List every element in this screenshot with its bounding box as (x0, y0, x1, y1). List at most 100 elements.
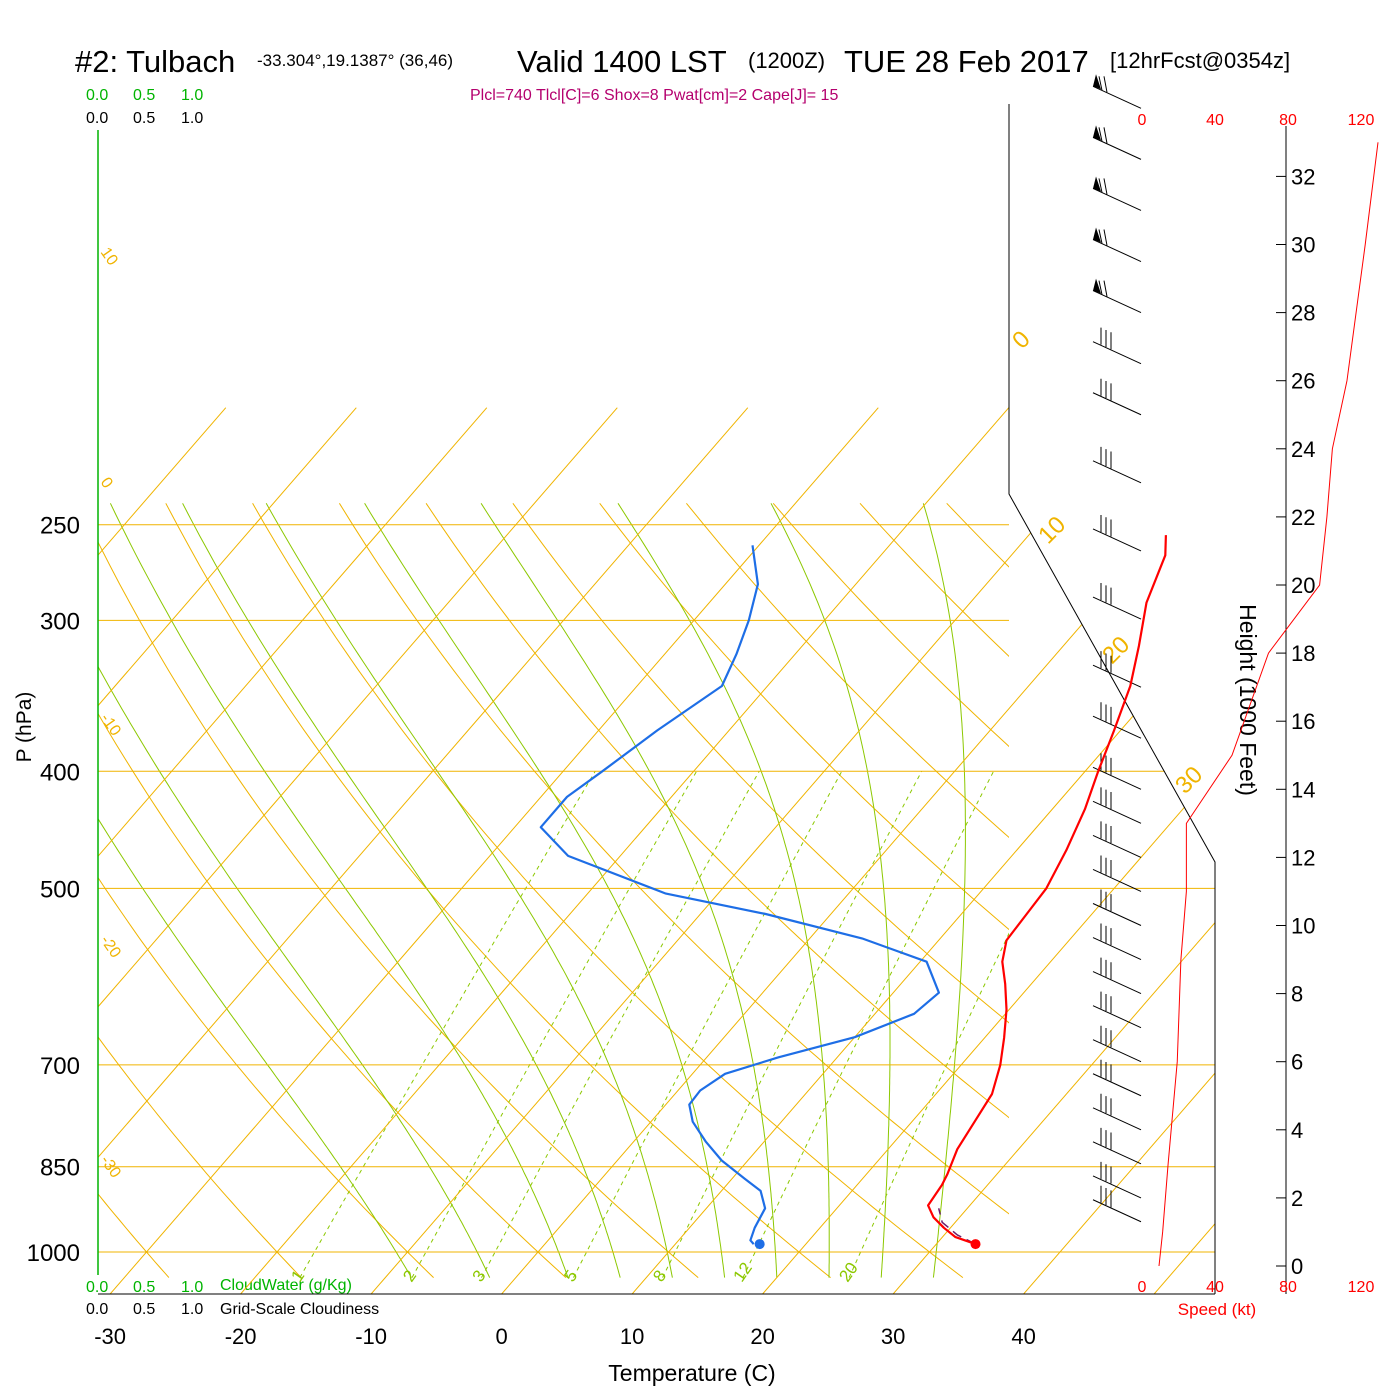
moist-adiabat-line (364, 503, 726, 1278)
height-tick-label: 8 (1291, 982, 1303, 1007)
mixing-ratio-line (411, 771, 698, 1278)
wind-speed-tick-label: 0 (1138, 1279, 1147, 1296)
cloud-scale-top: 0.0 0.5 1.0 0.0 0.5 1.0 (86, 87, 203, 127)
moist-adiabats (98, 503, 966, 1278)
isotherm-line (1146, 407, 1215, 1294)
cloud-scale-bottom-green-0: 0.0 (86, 1279, 108, 1296)
isotherm-label: 10 (97, 245, 121, 269)
isotherm-line (624, 407, 1215, 1294)
dry-adiabat-line (946, 502, 1009, 568)
wind-barb-feather (1098, 178, 1103, 193)
wind-speed-tick-label: 120 (1348, 1279, 1375, 1296)
height-tick-label: 32 (1291, 164, 1315, 189)
dry-adiabat-line (512, 503, 1009, 1024)
station-coords: -33.304°,19.1387° (36,46) (257, 51, 453, 70)
wind-barb-feather (1103, 127, 1108, 144)
wind-barb-staff (1092, 766, 1142, 790)
dry-adiabat-line (98, 876, 434, 1278)
wind-barb-staff (1092, 1141, 1142, 1165)
temperature-tick-label: -20 (225, 1324, 257, 1349)
temperature-tick-label: 10 (620, 1324, 644, 1349)
height-tick-label: 4 (1291, 1118, 1303, 1143)
dry-adiabat-line (1034, 503, 1400, 1277)
forecast-info: [12hrFcst@0354z] (1110, 48, 1290, 73)
dry-adiabat-line (98, 1036, 302, 1278)
dry-adiabat-line (0, 503, 37, 1277)
temperature-profile (926, 535, 1167, 1246)
wind-barb-pennant (1093, 227, 1101, 243)
pressure-tick-label: 1000 (27, 1240, 80, 1267)
moist-adiabat-line (98, 665, 491, 1278)
mixing-ratio-line (299, 771, 596, 1278)
wind-speed-line (1158, 142, 1379, 1267)
dry-adiabat-line (425, 503, 1009, 1119)
temperature-tick-label: 30 (881, 1324, 905, 1349)
dry-adiabat-line (98, 1193, 170, 1278)
height-tick-label: 18 (1291, 641, 1315, 666)
dry-adiabats (0, 502, 1400, 1278)
isobars (98, 524, 1215, 1253)
dewpoint-line (539, 545, 941, 1245)
cloud-scale-top-green-1: 0.5 (133, 87, 155, 104)
temperature-tick-label: 0 (495, 1324, 507, 1349)
moist-adiabat-line (770, 503, 891, 1278)
cloud-scale-bottom-black-1: 0.5 (133, 1301, 155, 1318)
wind-barb-staff (1092, 290, 1142, 314)
mixing-ratio-line (481, 771, 760, 1278)
pressure-tick-label: 250 (40, 513, 80, 540)
isotherm-line (98, 407, 488, 1294)
station-title: #2: Tulbach (75, 44, 235, 79)
dry-adiabat-line (599, 502, 1009, 931)
dewpoint-profile (539, 545, 941, 1245)
isotherm-label: -30 (97, 1153, 124, 1182)
cloud-scale-bottom: 0.0 0.5 1.0 CloudWater (g/Kg) 0.0 0.5 1.… (86, 1277, 379, 1318)
isotherm-line (102, 407, 879, 1294)
cloud-scale-bottom-black-2: 1.0 (181, 1301, 203, 1318)
wind-barb-feather (1103, 229, 1108, 246)
wind-barb-staff (1092, 1039, 1142, 1063)
mixing-ratio-line (662, 771, 923, 1278)
temperature-line (926, 535, 1167, 1246)
wind-barb-feather (1098, 229, 1103, 244)
wind-barb-feather (1098, 127, 1103, 142)
dry-adiabat-line (686, 502, 1009, 839)
wind-speed-tick-label: 80 (1279, 1279, 1297, 1296)
isotherm-line (98, 407, 618, 1294)
wind-barb-feather (1103, 178, 1108, 195)
dry-adiabat-line (165, 503, 831, 1278)
cloud-scale-top-black-1: 0.5 (133, 110, 155, 127)
height-axis-title: Height (1000 Feet) (1235, 604, 1261, 796)
wind-barb-staff (1092, 1005, 1142, 1029)
wind-barb-pennant (1093, 74, 1101, 90)
wind-barb-staff (1092, 868, 1142, 892)
wind-barb-staff (1092, 971, 1142, 995)
temperature-tick-label: -30 (94, 1324, 126, 1349)
wind-barb-pennant (1093, 176, 1101, 192)
wind-barb-feather (1098, 76, 1103, 91)
pressure-tick-label: 400 (40, 759, 80, 786)
dry-adiabat-line (338, 503, 1009, 1215)
cloudiness-label: Grid-Scale Cloudiness (220, 1301, 379, 1318)
wind-barb-staff (1092, 715, 1142, 739)
valid-time: Valid 1400 LST (517, 44, 727, 79)
wind-barb-staff (1092, 800, 1142, 824)
dry-adiabat-line (98, 712, 567, 1278)
height-tick-label: 6 (1291, 1050, 1303, 1075)
moist-adiabat-line (922, 503, 966, 1278)
wind-barb-feather (1103, 76, 1108, 93)
dry-adiabat-line (1294, 503, 1400, 1277)
wind-barb-staff (1092, 1073, 1142, 1097)
wind-barb-staff (1092, 664, 1142, 688)
wind-speed-title: Speed (kt) (1178, 1300, 1256, 1319)
wind-speed-tick-label: 80 (1279, 112, 1297, 129)
temperature-tick-label: 20 (750, 1324, 774, 1349)
mixing-ratio-label: 12 (730, 1259, 756, 1285)
cloud-scale-top-green-2: 1.0 (181, 87, 203, 104)
height-tick-label: 0 (1291, 1254, 1303, 1279)
wind-barb-pennant (1093, 278, 1101, 294)
isotherm-line (494, 407, 1215, 1294)
wind-barb-staff (1092, 528, 1142, 552)
mixing-ratio-label: 2 (399, 1267, 420, 1286)
surface-points (754, 1239, 981, 1250)
